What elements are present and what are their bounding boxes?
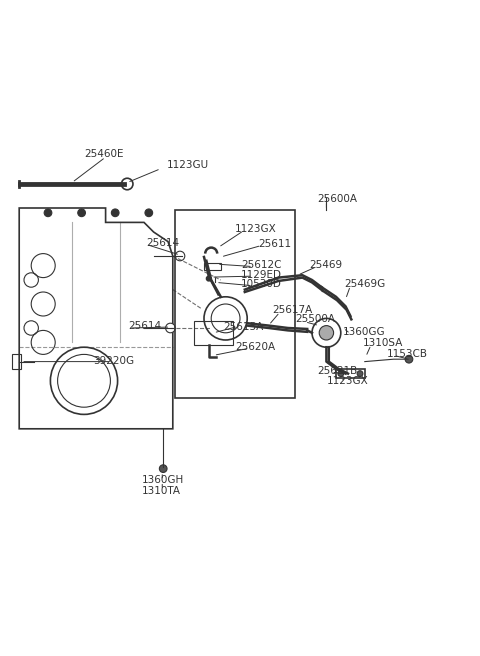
Text: 1123GX: 1123GX	[235, 224, 277, 234]
Text: 1153CB: 1153CB	[386, 349, 427, 359]
Circle shape	[159, 465, 167, 472]
Text: 25617A: 25617A	[273, 305, 313, 315]
Circle shape	[166, 323, 175, 333]
Text: 39220G: 39220G	[94, 356, 135, 365]
Text: 25469G: 25469G	[345, 279, 386, 289]
Text: 1360GG: 1360GG	[343, 327, 386, 337]
Circle shape	[206, 276, 211, 281]
Text: 1310SA: 1310SA	[362, 338, 403, 348]
Text: 1360GH: 1360GH	[142, 475, 184, 485]
Circle shape	[338, 371, 344, 377]
Bar	[175, 211, 295, 398]
Circle shape	[78, 209, 85, 216]
Text: 25620A: 25620A	[235, 342, 276, 352]
Text: 25460E: 25460E	[84, 150, 123, 159]
Text: 1123GU: 1123GU	[167, 160, 209, 170]
Circle shape	[111, 209, 119, 216]
Bar	[194, 321, 233, 345]
Text: 25600A: 25600A	[317, 194, 357, 205]
Circle shape	[357, 371, 363, 377]
Bar	[204, 263, 221, 270]
Text: 25469: 25469	[310, 260, 343, 270]
Text: 1310TA: 1310TA	[142, 486, 180, 496]
Text: 25614: 25614	[146, 237, 180, 247]
Text: 25631B: 25631B	[317, 366, 357, 376]
Text: 10530D: 10530D	[241, 279, 282, 289]
Text: 25612C: 25612C	[241, 260, 281, 270]
Circle shape	[405, 356, 413, 363]
Circle shape	[44, 209, 52, 216]
Text: 25611: 25611	[258, 239, 291, 249]
Bar	[12, 354, 21, 369]
Circle shape	[175, 251, 185, 261]
Text: 25614: 25614	[129, 321, 162, 331]
Text: 25500A: 25500A	[295, 314, 335, 324]
Text: 1123GX: 1123GX	[326, 376, 368, 386]
Circle shape	[145, 209, 153, 216]
Text: 1129ED: 1129ED	[241, 270, 282, 279]
Circle shape	[319, 325, 334, 340]
Bar	[336, 369, 365, 379]
Text: 25615A: 25615A	[223, 321, 264, 331]
